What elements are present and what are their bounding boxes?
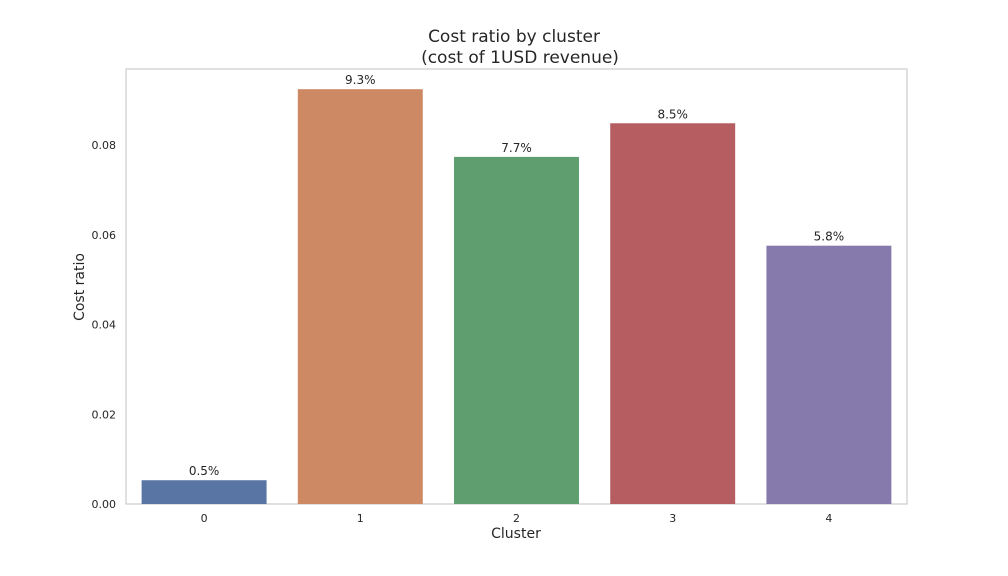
y-tick-label: 0.04 <box>92 319 117 332</box>
y-axis-label: Cost ratio <box>72 253 88 321</box>
x-tick-label: 4 <box>825 512 832 525</box>
bar-value-label: 7.7% <box>501 141 532 155</box>
y-tick-label: 0.00 <box>92 498 117 511</box>
bar-value-label: 8.5% <box>657 107 688 121</box>
bar-cluster-0 <box>141 480 267 504</box>
bar-cluster-2 <box>454 156 579 504</box>
bar-cluster-1 <box>297 89 423 504</box>
bar-value-label: 0.5% <box>189 464 220 478</box>
bar-cluster-3 <box>610 123 736 505</box>
bar-cluster-4 <box>766 245 892 504</box>
y-tick-label: 0.08 <box>92 139 117 152</box>
y-tick-label: 0.06 <box>92 229 117 242</box>
x-tick-label: 3 <box>669 512 676 525</box>
y-tick-label: 0.02 <box>92 408 117 421</box>
bar-value-label: 9.3% <box>345 73 376 87</box>
ticks-group: 0 1 2 3 4 0.00 0.02 0.04 0.06 0.08 <box>92 139 833 525</box>
x-tick-label: 0 <box>201 512 208 525</box>
x-axis-label: Cluster <box>491 526 541 542</box>
x-tick-label: 2 <box>513 512 520 525</box>
chart-title-line1: Cost ratio by cluster <box>428 27 600 47</box>
chart-title-line2: (cost of 1USD revenue) <box>421 48 619 68</box>
bars-group: 0.5% 9.3% 7.7% 8.5% 5.8% <box>141 73 892 505</box>
x-tick-label: 1 <box>357 512 364 525</box>
bar-value-label: 5.8% <box>814 230 845 244</box>
